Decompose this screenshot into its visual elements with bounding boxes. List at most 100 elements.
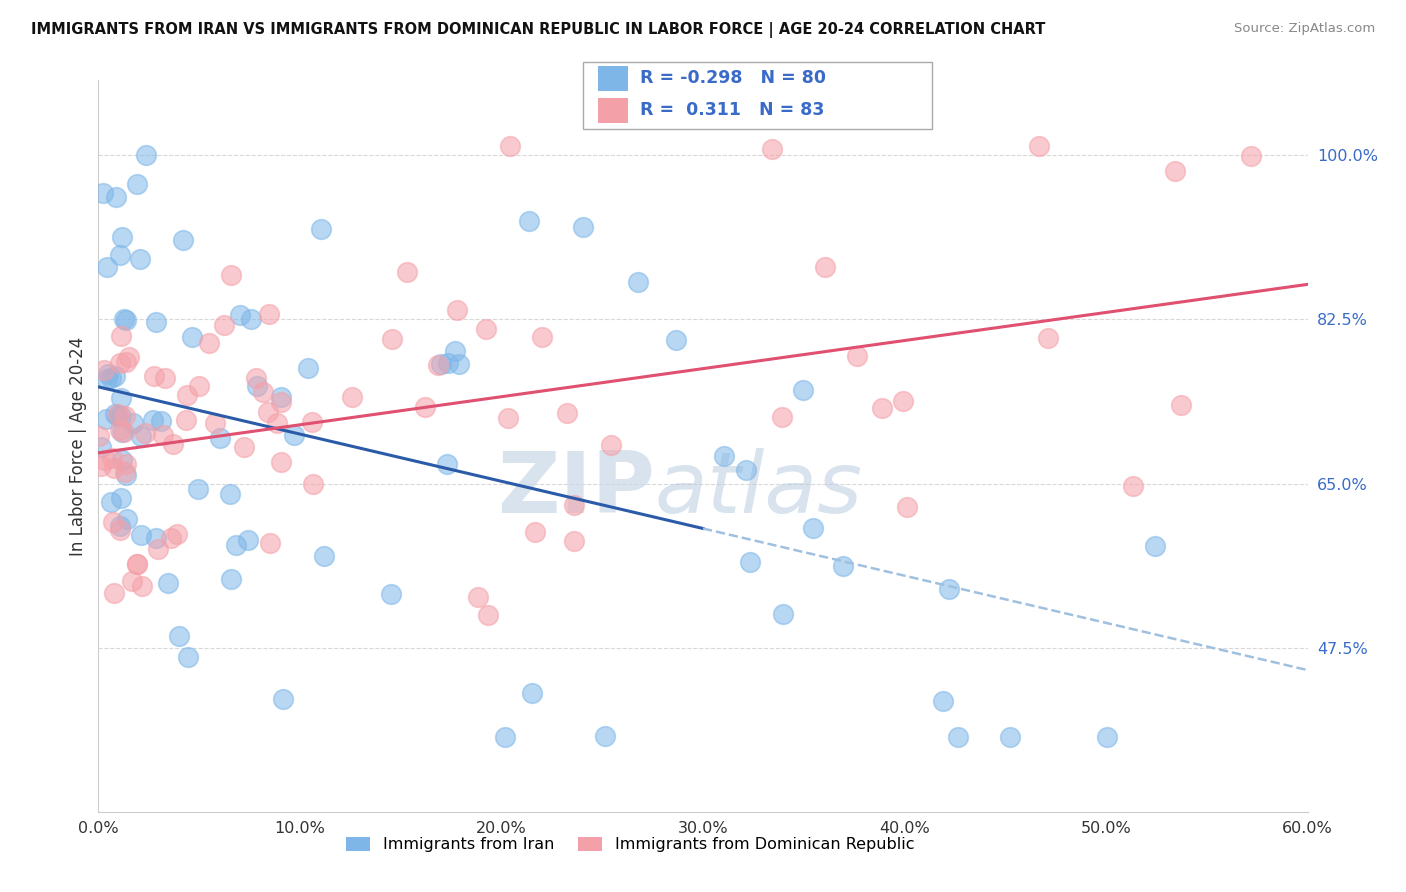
Point — [427, 358, 450, 372]
Point — [142, 369, 165, 384]
Point — [494, 730, 516, 744]
Text: Source: ZipAtlas.com: Source: ZipAtlas.com — [1234, 22, 1375, 36]
Point — [131, 578, 153, 592]
Point — [107, 407, 129, 421]
Point — [257, 307, 280, 321]
Point — [110, 491, 132, 506]
Point — [97, 367, 120, 381]
Point — [167, 629, 190, 643]
Point — [103, 461, 125, 475]
Point — [229, 308, 252, 322]
Point — [283, 428, 305, 442]
Point — [94, 453, 117, 467]
Point — [314, 549, 336, 563]
Point — [761, 142, 783, 156]
Point — [522, 686, 544, 700]
Point — [129, 252, 152, 267]
Point — [146, 542, 169, 557]
Point — [107, 409, 129, 424]
Point — [108, 523, 131, 537]
Point — [311, 221, 333, 235]
Point — [1095, 730, 1118, 744]
Point — [187, 482, 209, 496]
Point — [946, 730, 969, 744]
Point — [872, 401, 894, 415]
Point — [180, 330, 202, 344]
Point — [197, 336, 219, 351]
Legend: Immigrants from Iran, Immigrants from Dominican Republic: Immigrants from Iran, Immigrants from Do… — [340, 830, 921, 859]
Point — [127, 557, 149, 571]
Point — [91, 186, 114, 200]
Point — [1036, 331, 1059, 345]
Point — [114, 458, 136, 472]
Point — [108, 423, 131, 437]
Point — [1164, 164, 1187, 178]
Point — [115, 313, 138, 327]
Point — [187, 379, 209, 393]
Point — [437, 356, 460, 370]
Point — [1028, 139, 1050, 153]
Text: R = -0.298   N = 80: R = -0.298 N = 80 — [640, 69, 825, 87]
Point — [239, 312, 262, 326]
Point — [1240, 149, 1263, 163]
Point — [1170, 399, 1192, 413]
Point — [396, 265, 419, 279]
Point — [177, 649, 200, 664]
Point — [562, 534, 585, 549]
Point — [772, 607, 794, 622]
Point — [90, 440, 112, 454]
Point — [209, 431, 232, 445]
Point — [204, 416, 226, 430]
Y-axis label: In Labor Force | Age 20-24: In Labor Force | Age 20-24 — [69, 336, 87, 556]
Point — [270, 395, 292, 409]
Point — [832, 559, 855, 574]
Point — [246, 379, 269, 393]
Point — [218, 487, 240, 501]
Point — [770, 410, 793, 425]
Point — [713, 449, 735, 463]
Point — [599, 438, 621, 452]
Point — [1122, 479, 1144, 493]
Point — [932, 694, 955, 708]
Point — [111, 425, 134, 439]
Point — [270, 455, 292, 469]
Point — [135, 148, 157, 162]
Point — [998, 730, 1021, 744]
Point — [131, 527, 153, 541]
Point — [103, 585, 125, 599]
Point — [219, 268, 242, 282]
Point — [166, 526, 188, 541]
Point — [1362, 450, 1385, 464]
Point — [430, 357, 453, 371]
Point — [519, 214, 541, 228]
Point — [938, 582, 960, 597]
Point — [111, 229, 134, 244]
Point — [110, 329, 132, 343]
Point — [115, 468, 138, 483]
Point — [90, 458, 112, 473]
Point — [381, 332, 404, 346]
Point — [1343, 148, 1365, 162]
Point — [259, 535, 281, 549]
Point — [665, 333, 688, 347]
Point — [117, 351, 139, 365]
Point — [270, 390, 292, 404]
Point — [122, 416, 145, 430]
Point — [1348, 322, 1371, 336]
Point — [112, 311, 135, 326]
Point — [257, 405, 280, 419]
Point — [121, 574, 143, 588]
Point — [523, 524, 546, 539]
Point — [1143, 539, 1166, 553]
Point — [162, 437, 184, 451]
Point — [803, 521, 825, 535]
Point — [221, 572, 243, 586]
Text: IMMIGRANTS FROM IRAN VS IMMIGRANTS FROM DOMINICAN REPUBLIC IN LABOR FORCE | AGE : IMMIGRANTS FROM IRAN VS IMMIGRANTS FROM … — [31, 22, 1045, 38]
Point — [134, 425, 156, 440]
Point — [172, 233, 194, 247]
Point — [142, 413, 165, 427]
Point — [212, 318, 235, 332]
Point — [100, 370, 122, 384]
Point — [530, 330, 553, 344]
Point — [342, 390, 364, 404]
